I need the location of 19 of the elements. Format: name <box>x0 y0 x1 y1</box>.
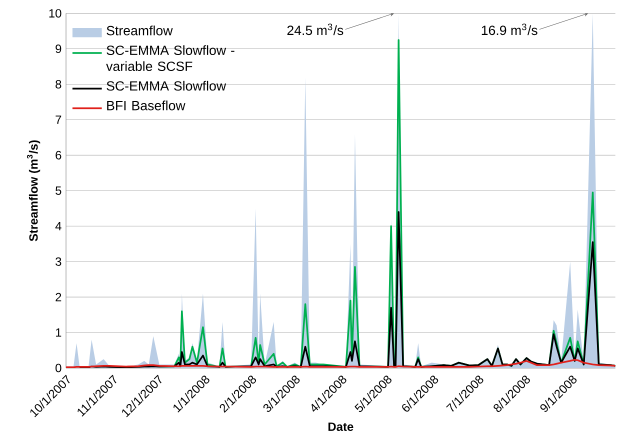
y-tick-label: 6 <box>56 150 62 160</box>
legend-label: BFI Baseflow <box>107 100 186 110</box>
y-tick-label: 4 <box>55 222 62 230</box>
annotation: 16.9 m$^{3}$/s <box>482 24 538 36</box>
annotation: 24.5 m$^{3}$/s <box>287 24 344 36</box>
legend-label: Streamflow <box>106 26 173 36</box>
y-tick-label: 7 <box>56 116 62 124</box>
y-tick-label: 3 <box>56 257 62 266</box>
y-tick-label: 10 <box>49 9 62 18</box>
legend-label: SC-EMMA Slowflow - variable SCSF <box>106 45 234 72</box>
y-tick-label: 5 <box>56 186 62 195</box>
legend-label: SC-EMMA Slowflow <box>106 80 226 91</box>
y-axis-title: Streamflow (m$^{3}$/s) <box>26 140 40 242</box>
y-tick-label: 2 <box>56 292 62 302</box>
y-tick-label: 8 <box>56 80 62 89</box>
x-axis-title: Date <box>328 422 354 431</box>
y-tick-label: 0 <box>56 364 62 372</box>
y-tick-label: 1 <box>56 328 62 337</box>
y-tick-label: 9 <box>56 44 62 54</box>
